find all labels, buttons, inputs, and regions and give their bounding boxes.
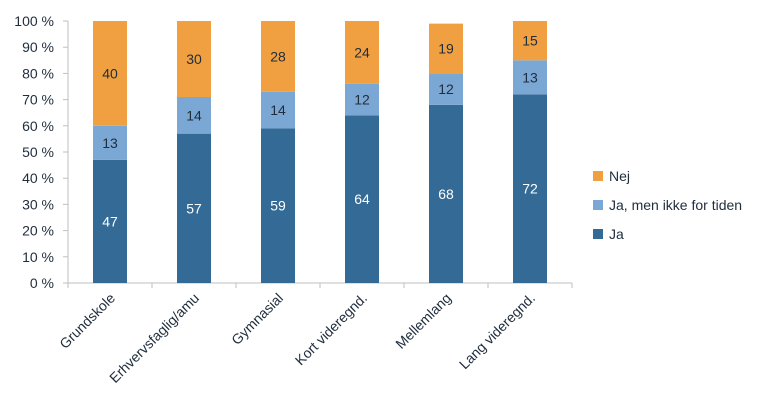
x-tick-label: Grundskole — [56, 290, 118, 352]
y-tick-label: 90 % — [22, 39, 54, 55]
data-label: 12 — [354, 92, 370, 108]
data-label: 14 — [186, 107, 202, 123]
bar-segment — [177, 21, 211, 97]
bar-segment — [261, 21, 295, 92]
data-label: 40 — [102, 65, 118, 81]
bar-segment — [429, 73, 463, 105]
bar-segment — [177, 96, 211, 134]
data-label: 28 — [270, 48, 286, 64]
x-tick-label: Kort videregnd. — [292, 290, 370, 368]
data-label: 13 — [522, 69, 538, 85]
y-tick-label: 40 % — [22, 170, 54, 186]
bar-segment — [345, 21, 379, 84]
bar-segment — [93, 21, 127, 126]
bar-segment — [261, 91, 295, 129]
y-tick-label: 60 % — [22, 118, 54, 134]
y-tick-label: 20 % — [22, 223, 54, 239]
y-tick-label: 50 % — [22, 144, 54, 160]
data-label: 30 — [186, 51, 202, 67]
bar-segment — [429, 23, 463, 74]
legend-swatch — [593, 171, 603, 181]
legend-label: Ja, men ikke for tiden — [609, 197, 742, 213]
bar-segment — [345, 83, 379, 116]
legend-swatch — [593, 229, 603, 239]
data-label: 15 — [522, 33, 538, 49]
x-tick-label: Gymnasial — [228, 290, 286, 348]
y-tick-label: 30 % — [22, 196, 54, 212]
bar-segment — [513, 21, 547, 61]
legend-label: Nej — [609, 168, 630, 184]
y-tick-label: 0 % — [30, 275, 54, 291]
data-label: 24 — [354, 44, 370, 60]
bar-segment — [93, 125, 127, 160]
x-tick-label: Mellemlang — [392, 290, 454, 352]
data-label: 12 — [438, 81, 454, 97]
data-label: 59 — [270, 198, 286, 214]
data-label: 47 — [102, 213, 118, 229]
x-tick-label: Erhvervsfaglig/amu — [106, 290, 202, 386]
data-label: 68 — [438, 186, 454, 202]
y-tick-label: 80 % — [22, 65, 54, 81]
bar-segment — [429, 104, 463, 283]
x-tick-label: Lang videregnd. — [456, 290, 538, 372]
data-label: 19 — [438, 41, 454, 57]
bar-segment — [177, 133, 211, 283]
data-label: 72 — [522, 181, 538, 197]
y-tick-label: 100 % — [14, 13, 54, 29]
bar-segment — [513, 60, 547, 95]
y-tick-label: 10 % — [22, 249, 54, 265]
bar-segment — [513, 94, 547, 283]
data-label: 64 — [354, 191, 370, 207]
data-label: 13 — [102, 135, 118, 151]
bar-segment — [261, 128, 295, 283]
bar-segment — [345, 115, 379, 283]
legend-label: Ja — [609, 226, 624, 242]
legend-swatch — [593, 200, 603, 210]
bar-segment — [93, 159, 127, 283]
y-tick-label: 70 % — [22, 92, 54, 108]
data-label: 14 — [270, 102, 286, 118]
data-label: 57 — [186, 200, 202, 216]
